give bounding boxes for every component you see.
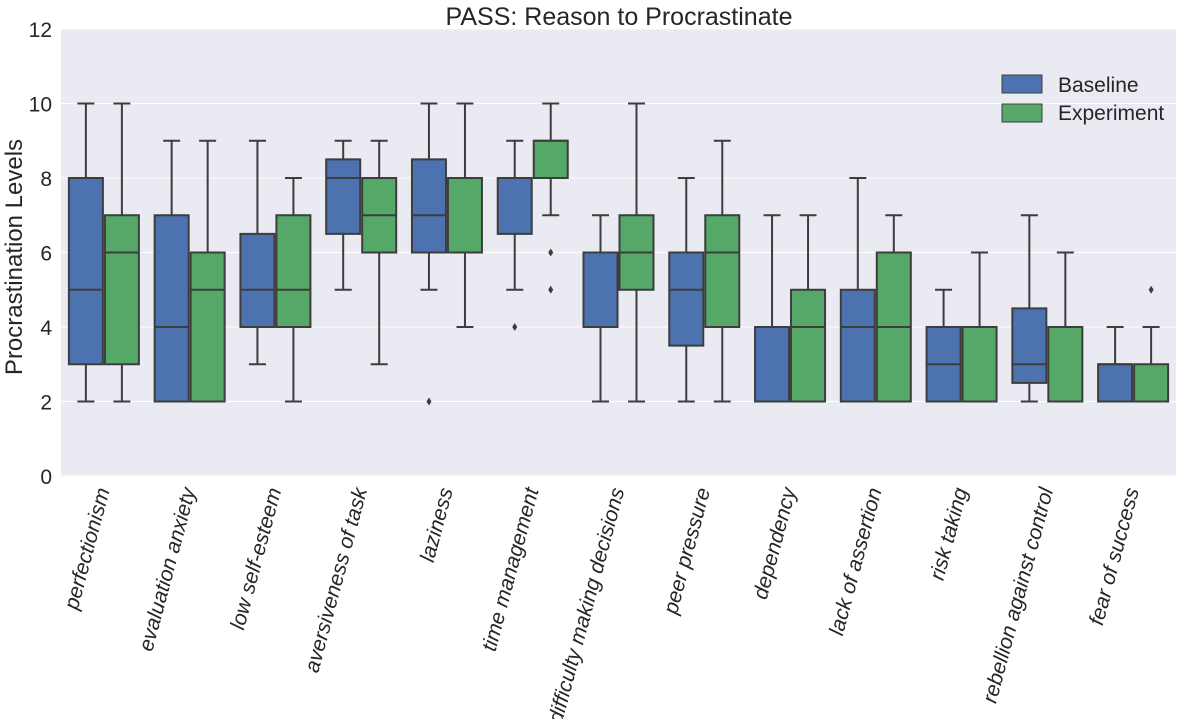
- x-tick-label-time-management: time management: [478, 484, 544, 653]
- x-tick-label-risk-taking: risk taking: [926, 485, 973, 583]
- y-axis-label: Procrastination Levels: [1, 139, 28, 375]
- box-experiment-rebellion-against-control: [1047, 251, 1084, 403]
- y-tick-label-12: 12: [29, 19, 52, 42]
- x-tick-label-fear-of-success: fear of success: [1085, 485, 1144, 628]
- box-experiment-laziness: [446, 102, 483, 328]
- legend-label-experiment: Experiment: [1058, 102, 1164, 125]
- x-tick-label-difficulty-making-decisions: difficulty making decisions: [544, 485, 629, 719]
- box-experiment-aversiveness-of-task: [361, 139, 398, 366]
- boxes: [67, 102, 1170, 406]
- box-body: [189, 251, 226, 403]
- x-tick-label-peer-pressure: peer pressure: [659, 485, 715, 617]
- box-body: [961, 326, 998, 403]
- box-baseline-time-management: [496, 139, 533, 331]
- box-body: [67, 177, 104, 366]
- box-experiment-dependency: [790, 214, 827, 403]
- box-body: [790, 288, 827, 403]
- box-baseline-aversiveness-of-task: [325, 139, 362, 291]
- box-body: [239, 232, 276, 328]
- box-baseline-lack-of-assertion: [839, 177, 876, 403]
- box-body: [582, 251, 619, 328]
- y-tick-labels: 0 2 4 6 8 10 12: [29, 19, 53, 489]
- box-body: [668, 251, 705, 347]
- box-experiment-perfectionism: [103, 102, 140, 403]
- box-baseline-evaluation-anxiety: [153, 139, 190, 403]
- legend[interactable]: Baseline Experiment: [1001, 74, 1164, 125]
- box-body: [1133, 363, 1170, 403]
- box-body: [754, 326, 791, 403]
- box-body: [446, 177, 483, 254]
- box-experiment-low-self-esteem: [275, 177, 312, 403]
- box-body: [103, 214, 140, 366]
- box-experiment-time-management: [532, 102, 569, 294]
- x-tick-label-low-self-esteem: low self-esteem: [226, 485, 286, 632]
- box-baseline-risk-taking: [925, 288, 962, 403]
- x-tick-label-perfectionism: perfectionism: [60, 485, 115, 613]
- box-body: [1047, 326, 1084, 403]
- box-baseline-difficulty-making-decisions: [582, 214, 619, 403]
- box-baseline-peer-pressure: [668, 177, 705, 403]
- x-tick-label-rebellion-against-control: rebellion against control: [979, 484, 1059, 705]
- x-tick-labels: perfectionism evaluation anxiety low self-…: [60, 484, 1144, 724]
- y-tick-label-4: 4: [40, 317, 52, 340]
- box-body: [532, 139, 569, 179]
- box-body: [275, 214, 312, 328]
- y-tick-label-0: 0: [40, 466, 52, 489]
- box-experiment-lack-of-assertion: [875, 214, 912, 403]
- box-baseline-perfectionism: [67, 102, 104, 403]
- y-tick-label-8: 8: [40, 168, 52, 191]
- y-tick-label-2: 2: [40, 392, 52, 415]
- chart-title: PASS: Reason to Procrastinate: [446, 3, 793, 31]
- box-experiment-evaluation-anxiety: [189, 139, 226, 403]
- x-tick-label-laziness: laziness: [416, 485, 458, 565]
- box-experiment-risk-taking: [961, 251, 998, 403]
- x-tick-label-dependency: dependency: [749, 484, 801, 602]
- box-baseline-laziness: [410, 102, 447, 406]
- outlier-point: [548, 248, 554, 257]
- x-tick-label-lack-of-assertion: lack of assertion: [825, 485, 886, 638]
- box-body: [410, 158, 447, 254]
- outlier-point: [426, 397, 432, 406]
- box-baseline-dependency: [754, 214, 791, 403]
- box-body: [1097, 363, 1134, 403]
- x-tick-label-evaluation-anxiety: evaluation anxiety: [135, 484, 201, 654]
- box-body: [1011, 307, 1048, 384]
- box-body: [325, 158, 362, 235]
- outlier-point: [512, 323, 518, 331]
- box-baseline-low-self-esteem: [239, 139, 276, 366]
- legend-label-baseline: Baseline: [1058, 74, 1139, 97]
- box-body: [153, 214, 190, 403]
- box-experiment-difficulty-making-decisions: [618, 102, 655, 403]
- box-baseline-fear-of-success: [1097, 326, 1134, 403]
- box-experiment-peer-pressure: [704, 139, 741, 403]
- box-experiment-fear-of-success: [1133, 285, 1170, 403]
- box-baseline-rebellion-against-control: [1011, 214, 1048, 403]
- box-body: [496, 177, 533, 235]
- y-tick-label-6: 6: [40, 243, 52, 266]
- box-body: [704, 214, 741, 328]
- x-tick-label-aversiveness-of-task: aversiveness of task: [301, 484, 373, 675]
- outlier-point: [1148, 285, 1154, 294]
- legend-swatch-baseline: [1001, 74, 1043, 94]
- legend-swatch-experiment: [1001, 103, 1043, 123]
- outlier-point: [548, 285, 554, 294]
- box-body: [839, 288, 876, 403]
- y-tick-label-10: 10: [29, 94, 52, 117]
